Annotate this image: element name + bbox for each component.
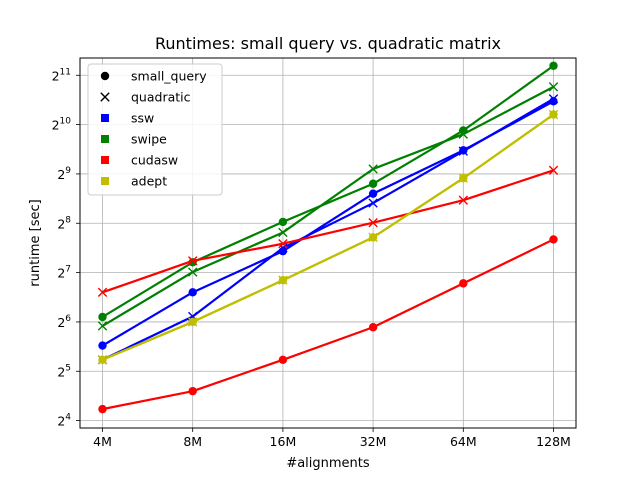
data-point-cudasw-small-query bbox=[98, 404, 107, 414]
legend-marker-swipe bbox=[101, 135, 109, 143]
x-marker-stroke bbox=[548, 82, 559, 92]
y-axis-ticks: 24 25 26 27 28 29 210 211 bbox=[52, 67, 80, 429]
x-tick-label: 128M bbox=[536, 434, 571, 449]
data-point-swipe-quadratic bbox=[278, 227, 288, 238]
data-point-ssw-quadratic bbox=[548, 94, 559, 104]
series-line-adept-quadratic bbox=[102, 113, 555, 361]
x-marker-stroke bbox=[368, 198, 378, 208]
data-point-cudasw-small-query bbox=[278, 355, 288, 364]
x-marker-stroke bbox=[458, 195, 468, 205]
data-point-swipe-small-query bbox=[98, 312, 107, 322]
data-point-swipe-quadratic bbox=[188, 267, 198, 277]
x-marker-stroke bbox=[278, 239, 288, 249]
legend-label-swipe: swipe bbox=[131, 132, 167, 147]
data-point-cudasw-small-query bbox=[368, 323, 378, 332]
x-marker-stroke bbox=[458, 173, 468, 183]
data-point-adept-quadratic bbox=[188, 317, 198, 327]
data-point-swipe-small-query bbox=[368, 179, 378, 188]
x-tick-label: 32M bbox=[360, 434, 387, 449]
series-layer bbox=[97, 61, 559, 414]
y-tick-label: 27 bbox=[57, 265, 71, 281]
data-point-swipe-quadratic bbox=[548, 82, 559, 92]
legend-marker-ssw bbox=[101, 114, 109, 122]
data-point-ssw-small-query bbox=[188, 288, 197, 297]
legend-marker-quadratic bbox=[100, 92, 110, 102]
data-point-cudasw-quadratic bbox=[278, 239, 288, 249]
legend-marker-adept bbox=[101, 177, 109, 185]
x-marker-stroke bbox=[368, 218, 378, 228]
plot-frame bbox=[79, 57, 577, 429]
x-tick-label: 64M bbox=[450, 434, 477, 449]
x-marker-stroke bbox=[100, 92, 110, 102]
data-point-cudasw-small-query bbox=[549, 235, 558, 244]
data-point-adept-quadratic bbox=[548, 109, 559, 120]
y-tick-label: 210 bbox=[52, 117, 72, 133]
data-point-swipe-quadratic bbox=[97, 321, 108, 331]
data-point-adept-quadratic bbox=[97, 355, 108, 365]
chart-title: Runtimes: small query vs. quadratic matr… bbox=[155, 34, 501, 53]
data-point-ssw-small-query bbox=[98, 341, 107, 350]
legend-label-ssw: ssw bbox=[131, 111, 154, 126]
legend-marker-cudasw bbox=[101, 156, 109, 164]
data-point-swipe-small-query bbox=[549, 61, 558, 70]
data-point-cudasw-quadratic bbox=[458, 195, 468, 205]
series-line-swipe-quadratic bbox=[101, 85, 555, 327]
series-line-swipe-small-query bbox=[101, 64, 555, 318]
data-point-adept-quadratic bbox=[458, 173, 468, 183]
y-tick-label: 26 bbox=[57, 314, 71, 330]
x-marker-stroke bbox=[188, 256, 198, 266]
x-marker-stroke bbox=[97, 287, 108, 298]
data-point-ssw-quadratic bbox=[458, 146, 468, 156]
data-point-cudasw-quadratic bbox=[368, 218, 378, 228]
legend-marker-small-query bbox=[100, 71, 110, 81]
legend-label-quadratic: quadratic bbox=[131, 90, 191, 105]
x-marker-stroke bbox=[278, 275, 288, 285]
data-point-cudasw-small-query bbox=[459, 279, 468, 288]
data-point-cudasw-quadratic bbox=[548, 165, 559, 175]
data-point-ssw-small-query bbox=[368, 189, 378, 198]
x-marker-stroke bbox=[548, 165, 559, 175]
data-point-ssw-quadratic bbox=[368, 198, 378, 208]
series-line-ssw-quadratic bbox=[102, 97, 555, 361]
x-marker-stroke bbox=[278, 227, 288, 238]
x-marker-stroke bbox=[548, 109, 559, 120]
y-tick-label: 29 bbox=[57, 166, 71, 182]
legend-label-adept: adept bbox=[131, 174, 167, 189]
x-marker-stroke bbox=[458, 146, 468, 156]
data-point-swipe-small-query bbox=[278, 217, 288, 227]
series-line-cudasw-small-query bbox=[102, 238, 554, 411]
y-tick-label: 24 bbox=[57, 413, 71, 429]
x-tick-label: 4M bbox=[93, 434, 112, 449]
data-point-swipe-quadratic bbox=[458, 129, 468, 139]
x-marker-stroke bbox=[97, 355, 108, 365]
x-marker-stroke bbox=[458, 129, 468, 139]
x-axis-ticks: 4M 8M 16M 32M 64M 128M bbox=[93, 428, 571, 449]
legend-box bbox=[87, 63, 223, 196]
x-marker-stroke bbox=[368, 164, 378, 174]
data-point-cudasw-quadratic bbox=[188, 256, 198, 266]
x-marker-stroke bbox=[548, 94, 559, 104]
legend-label-small-query: small_query bbox=[131, 69, 207, 84]
y-tick-label: 28 bbox=[57, 215, 71, 231]
y-tick-label: 211 bbox=[52, 67, 71, 83]
data-point-cudasw-quadratic bbox=[97, 287, 108, 298]
data-point-adept-quadratic bbox=[278, 275, 288, 285]
series-line-cudasw-quadratic bbox=[102, 169, 554, 294]
x-marker-stroke bbox=[368, 232, 378, 243]
x-marker-stroke bbox=[278, 243, 288, 253]
y-axis-label: runtime [sec] bbox=[28, 199, 43, 286]
legend-label-cudasw: cudasw bbox=[131, 153, 178, 168]
y-tick-label: 25 bbox=[57, 363, 71, 379]
data-point-adept-quadratic bbox=[368, 232, 378, 243]
data-point-swipe-quadratic bbox=[368, 164, 378, 174]
x-tick-label: 8M bbox=[183, 434, 202, 449]
x-marker-stroke bbox=[188, 267, 198, 277]
x-marker-stroke bbox=[188, 317, 198, 327]
data-point-cudasw-small-query bbox=[188, 386, 197, 396]
x-axis-label: #alignments bbox=[286, 456, 370, 471]
x-marker-stroke bbox=[97, 321, 108, 331]
legend: small_query quadratic ssw swipe cudasw adept bbox=[87, 63, 223, 196]
x-tick-label: 16M bbox=[270, 434, 297, 449]
